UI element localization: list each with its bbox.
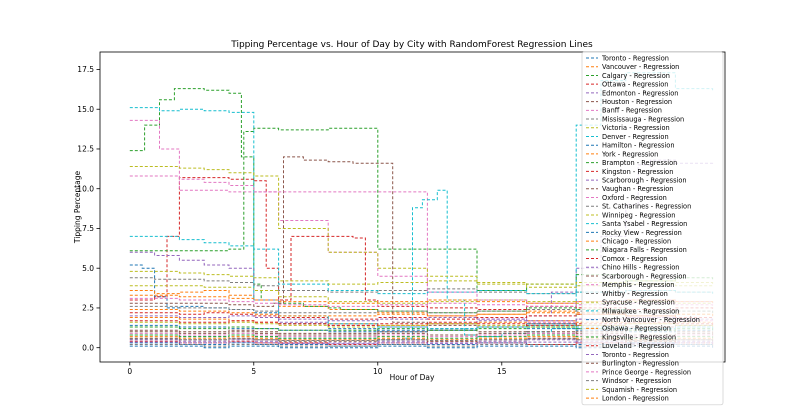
y-tick-label: 5.0 [82,264,94,273]
x-axis-label: Hour of Day [390,373,435,382]
legend-label: Burlington - Regression [602,360,679,368]
legend-label: North Vancouver - Regression [602,316,700,324]
y-tick-label: 2.5 [82,304,94,313]
x-tick-label: 5 [251,367,256,376]
legend-label: Denver - Regression [602,133,669,141]
legend-label: Vaughan - Regression [602,185,673,193]
legend-label: Brampton - Regression [602,159,677,167]
legend-label: Banff - Regression [602,107,662,115]
y-tick-label: 15.0 [77,105,94,114]
y-tick-label: 10.0 [77,184,94,193]
legend-label: Comox - Regression [602,255,667,263]
y-tick-label: 12.5 [77,145,94,154]
legend-label: York - Regression [601,150,658,158]
legend-label: Calgary - Regression [602,72,670,80]
x-tick-label: 15 [497,367,507,376]
legend-label: Edmonton - Regression [602,89,678,97]
series-line [129,338,714,341]
legend-label: Windsor - Regression [602,377,671,385]
legend-label: Kingston - Regression [602,168,673,176]
legend-label: Victoria - Regression [602,124,670,132]
chart-title: Tipping Percentage vs. Hour of Day by Ci… [230,40,593,50]
legend-label: Oshawa - Regression [602,325,671,333]
y-axis-label: Tipping Percentage [73,171,82,245]
legend-label: Oxford - Regression [602,194,667,202]
y-tick-label: 0.0 [82,343,94,352]
series-line [129,166,714,288]
legend-label: London - Regression [602,394,669,402]
legend-label: Scarborough - Regression [602,272,687,280]
legend-label: Houston - Regression [602,98,672,106]
y-tick-label: 7.5 [82,224,94,233]
legend-label: St. Catharines - Regression [602,203,691,211]
legend-label: Squamish - Regression [602,386,677,394]
legend-label: Loveland - Regression [602,342,674,350]
legend-label: Kingsville - Regression [602,333,676,341]
legend-label: Vancouver - Regression [602,63,679,71]
legend-label: Whitby - Regression [602,290,668,298]
x-tick-label: 10 [373,367,383,376]
y-tick-label: 17.5 [77,65,94,74]
legend-label: Chicago - Regression [602,238,671,246]
legend-label: Toronto - Regression [601,54,669,62]
legend-label: Niagara Falls - Regression [602,246,687,254]
legend-label: Mississauga - Regression [602,115,684,123]
series-line [129,341,714,345]
legend-label: Winnipeg - Regression [602,211,675,219]
series-line [129,312,714,320]
legend-label: Rocky View - Regression [602,229,682,237]
plot-frame [99,51,726,363]
x-axis-ticks: 0 5 10 15 [127,362,507,376]
legend-label: Toronto - Regression [601,351,669,359]
legend-label: Memphis - Regression [602,281,674,289]
legend-label: Prince George - Regression [602,368,691,376]
legend-label: Scarborough - Regression [602,176,687,184]
legend-label: Hamilton - Regression [602,142,675,150]
legend-box [581,51,724,406]
legend-label: Syracuse - Regression [602,299,675,307]
legend-label: Milwaukee - Regression [602,307,679,315]
legend-label: Santa Ysabel - Regression [602,220,687,228]
legend-label: Ottawa - Regression [602,81,668,89]
y-axis-ticks: 0.0 2.5 5.0 7.5 10.0 12.5 15.0 17.5 [77,65,100,352]
legend-label: Chino Hills - Regression [602,264,679,272]
x-tick-label: 0 [127,367,132,376]
